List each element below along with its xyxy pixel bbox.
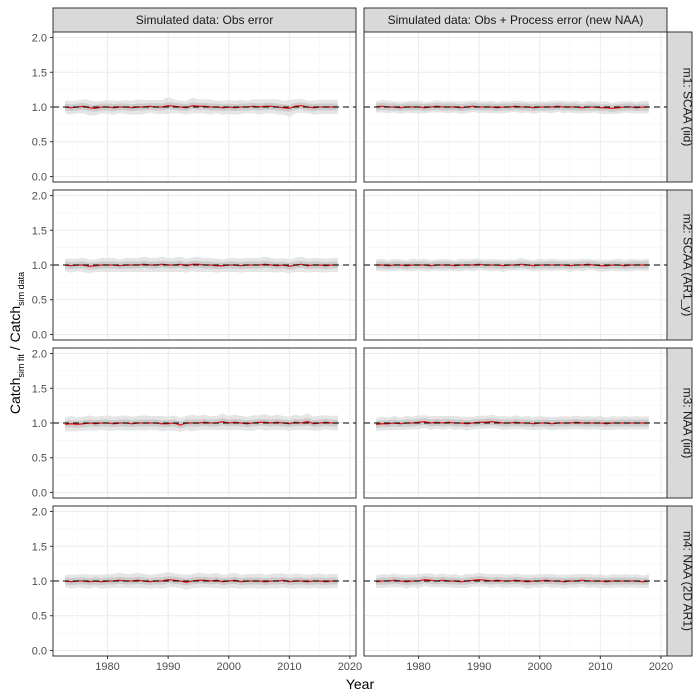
y-tick-label: 0.0	[32, 329, 47, 341]
column-strip	[52, 7, 357, 33]
row-strip-label: m3: NAA (iid)	[681, 388, 695, 459]
x-tick-label: 1980	[406, 661, 430, 673]
y-tick-label: 1.5	[32, 383, 47, 395]
inner-interval-band	[376, 102, 649, 112]
panel-2-2	[363, 189, 668, 341]
y-axes: 0.0 0.5 1.0 1.5 2.0 0.0 0.5 1.0 1.5 2.0 0.0 0.5 1.0 1…	[32, 33, 53, 657]
median-line	[65, 420, 338, 426]
y-axis-title-sub2: sim data	[16, 272, 26, 306]
y-tick-label: 0.0	[32, 645, 47, 657]
y-axis-title-main1: Catch	[7, 378, 23, 415]
x-tick-label: 1980	[95, 661, 119, 673]
inner-interval-band	[65, 102, 338, 112]
median-line	[376, 578, 649, 583]
panel-3-1	[52, 347, 357, 499]
x-tick-label: 1990	[467, 661, 491, 673]
panel-border	[363, 31, 668, 183]
row-strip-label: m4: NAA (2D AR1)	[681, 531, 695, 631]
column-strip-label: Simulated data: Obs error	[136, 13, 273, 27]
facet-strips: Simulated data: Obs error Simulated data:…	[52, 7, 695, 657]
inner-interval-band	[65, 576, 338, 586]
y-tick-label: 0.5	[32, 611, 47, 623]
y-axis-title: Catchsim fit / Catchsim data	[7, 272, 26, 414]
y-tick-label: 1.5	[32, 67, 47, 79]
y-axis-title-sub1: sim fit	[16, 354, 26, 378]
y-tick-label: 1.5	[32, 225, 47, 237]
y-tick-label: 0.5	[32, 453, 47, 465]
x-tick-label: 2000	[216, 661, 240, 673]
median-line	[376, 105, 649, 110]
panel-3-2	[363, 347, 668, 499]
x-tick-label: 2020	[649, 661, 673, 673]
y-tick-label: 1.0	[32, 102, 47, 114]
y-tick-label: 0.0	[32, 171, 47, 183]
y-tick-label: 1.0	[32, 260, 47, 272]
panel-1-1	[52, 31, 357, 183]
panel-4-1	[52, 505, 357, 657]
y-tick-label: 0.5	[32, 295, 47, 307]
y-tick-label: 2.0	[32, 507, 47, 519]
x-axes: 1980 1990 2000 2010 2020 1980 1990 2000 2010 2020	[95, 656, 673, 673]
y-tick-label: 1.5	[32, 541, 47, 553]
y-tick-label: 0.5	[32, 137, 47, 149]
y-tick-label: 2.0	[32, 33, 47, 45]
y-tick-label: 1.0	[32, 418, 47, 430]
y-axis-title-separator: /	[7, 342, 23, 354]
median-line	[376, 263, 649, 267]
row-strip	[666, 189, 693, 341]
x-tick-label: 1990	[156, 661, 180, 673]
row-strip	[666, 347, 693, 499]
median-line	[65, 104, 338, 110]
y-axis-title-main2: Catch	[7, 306, 23, 343]
panel-border	[363, 347, 668, 499]
row-strip-label: m2: SCAA (AR1_y)	[681, 214, 695, 317]
column-strip-label: Simulated data: Obs + Process error (new…	[388, 13, 644, 27]
median-line	[376, 420, 649, 426]
panel-2-1	[52, 189, 357, 341]
x-tick-label: 2010	[588, 661, 612, 673]
panel-4-2	[363, 505, 668, 657]
row-strip-label: m1: SCAA (iid)	[681, 68, 695, 147]
panel-1-2	[363, 31, 668, 183]
x-tick-label: 2010	[277, 661, 301, 673]
panel-border	[363, 505, 668, 657]
median-line	[65, 578, 338, 584]
x-tick-label: 2000	[527, 661, 551, 673]
panel-border	[363, 189, 668, 341]
y-tick-label: 2.0	[32, 191, 47, 203]
y-tick-label: 0.0	[32, 487, 47, 499]
inner-interval-band	[65, 260, 338, 270]
x-axis-title: Year	[346, 676, 375, 692]
row-strip	[666, 505, 693, 657]
facet-panels	[52, 31, 668, 657]
median-line	[65, 263, 338, 268]
x-tick-label: 2020	[338, 661, 362, 673]
row-strip	[666, 31, 693, 183]
y-tick-label: 1.0	[32, 576, 47, 588]
inner-interval-band	[65, 418, 338, 429]
y-tick-label: 2.0	[32, 349, 47, 361]
